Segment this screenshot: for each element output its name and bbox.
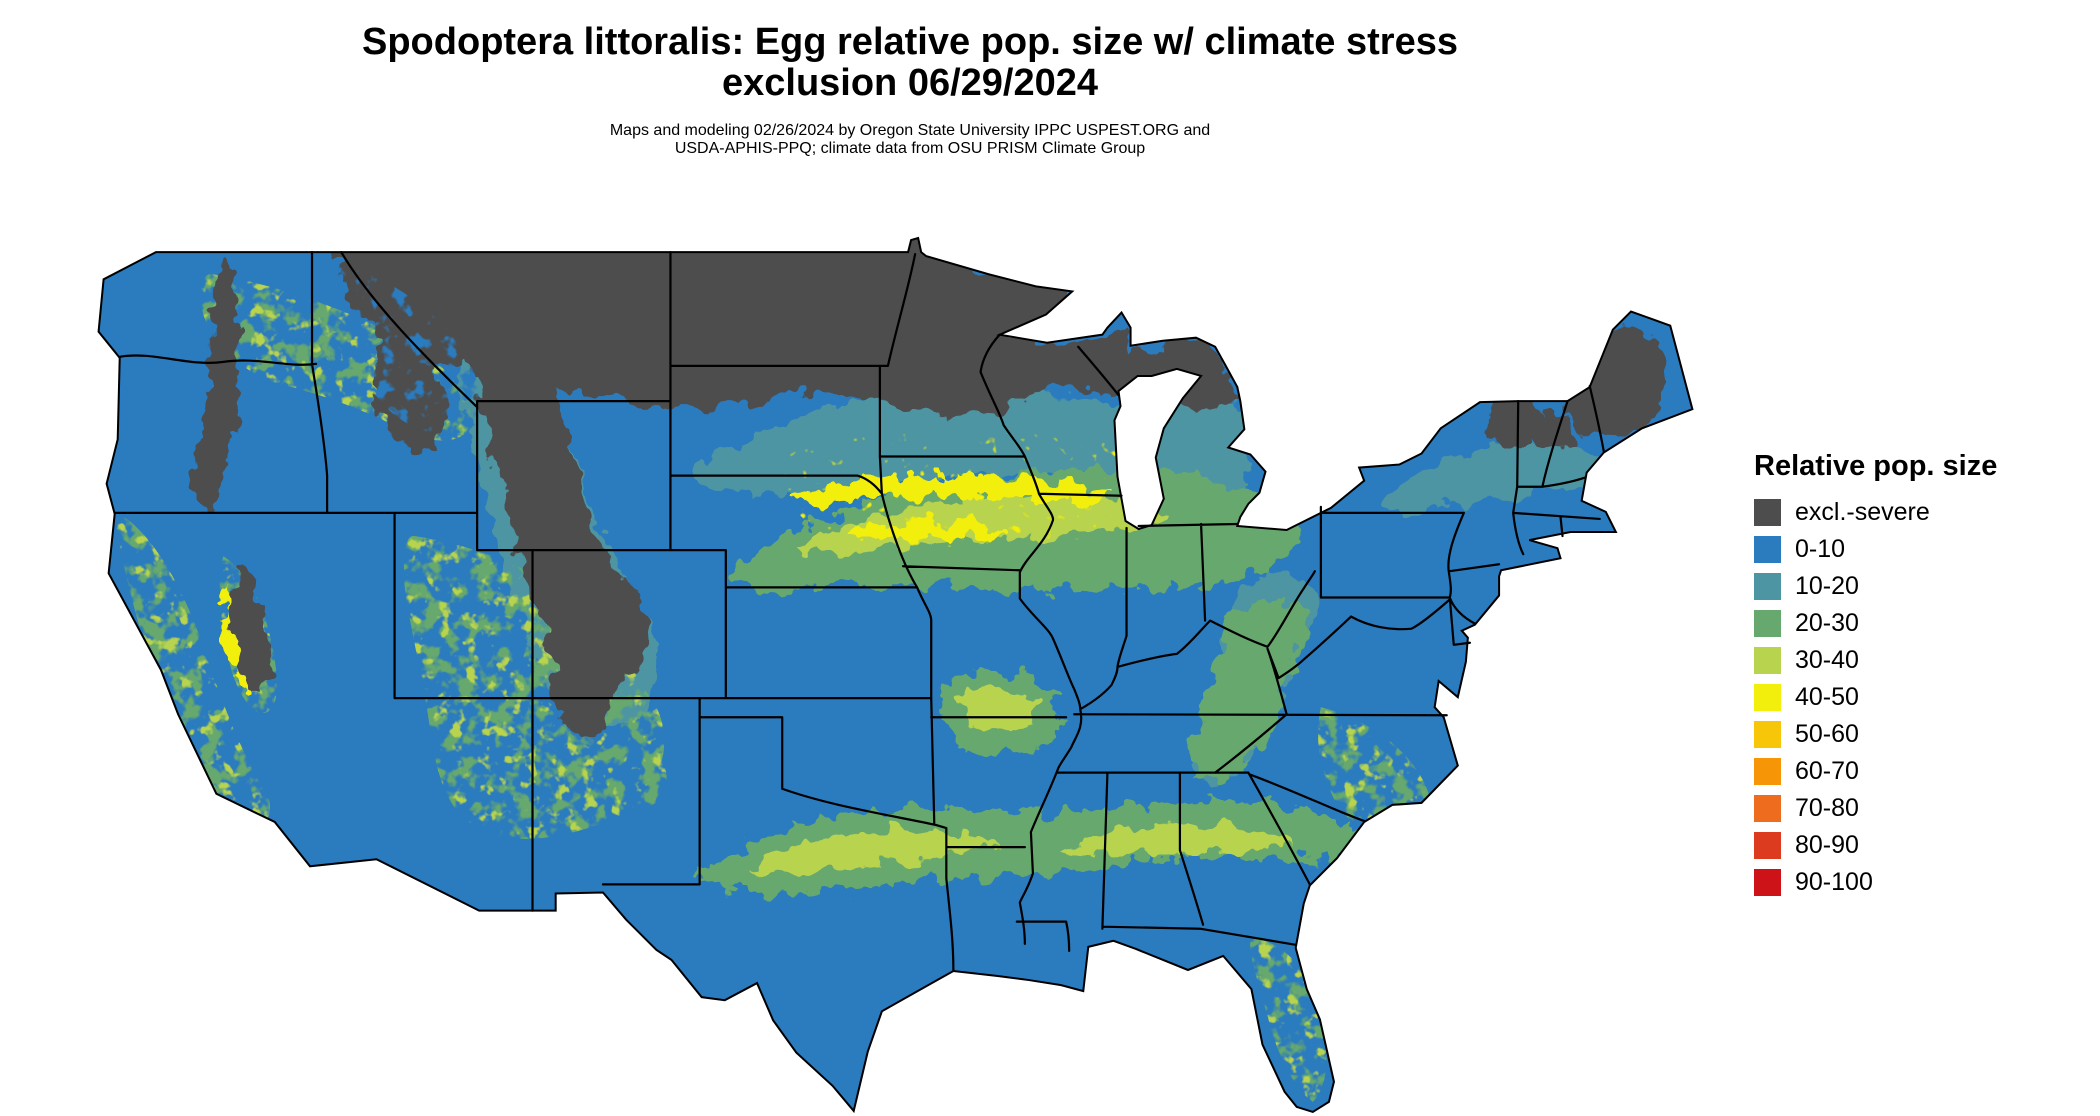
legend-swatch bbox=[1754, 573, 1781, 600]
legend-swatch bbox=[1754, 610, 1781, 637]
legend: Relative pop. size excl.-severe 0-10 10-20… bbox=[1754, 450, 1997, 906]
yellowgreen-regions bbox=[746, 493, 1291, 874]
blue-speckle-overlay bbox=[267, 264, 479, 698]
legend-item-80-90: 80-90 bbox=[1754, 832, 1997, 859]
legend-label: 60-70 bbox=[1795, 757, 1859, 785]
legend-item-30-40: 30-40 bbox=[1754, 647, 1997, 674]
header: Spodoptera littoralis: Egg relative pop.… bbox=[0, 22, 1820, 174]
lake-michigan bbox=[1113, 367, 1203, 531]
legend-item-10-20: 10-20 bbox=[1754, 573, 1997, 600]
legend-label: 50-60 bbox=[1795, 720, 1859, 748]
legend-swatch bbox=[1754, 647, 1781, 674]
legend-swatch bbox=[1754, 758, 1781, 785]
legend-label: 0-10 bbox=[1795, 535, 1846, 563]
raster-layers bbox=[98, 238, 1693, 1112]
legend-label: 80-90 bbox=[1795, 831, 1859, 859]
legend-label: 30-40 bbox=[1795, 646, 1859, 674]
state-borders bbox=[113, 251, 1605, 972]
excluded-regions bbox=[193, 244, 1668, 738]
legend-item-excl.-severe: excl.-severe bbox=[1754, 499, 1997, 526]
legend-swatch bbox=[1754, 684, 1781, 711]
legend-item-90-100: 90-100 bbox=[1754, 869, 1997, 896]
title-line-1: Spodoptera littoralis: Egg relative pop.… bbox=[362, 21, 1458, 63]
legend-title: Relative pop. size bbox=[1754, 450, 1998, 482]
legend-swatch bbox=[1754, 721, 1781, 748]
subtitle-line-1: Maps and modeling 02/26/2024 by Oregon S… bbox=[609, 122, 1211, 139]
legend-item-40-50: 40-50 bbox=[1754, 684, 1997, 711]
legend-item-70-80: 70-80 bbox=[1754, 795, 1997, 822]
legend-label: 90-100 bbox=[1795, 868, 1873, 896]
legend-label: 20-30 bbox=[1795, 609, 1859, 637]
subtitle-line-2: USDA-APHIS-PPQ; climate data from OSU PR… bbox=[674, 140, 1146, 157]
legend-swatch bbox=[1754, 499, 1781, 526]
legend-item-60-70: 60-70 bbox=[1754, 758, 1997, 785]
legend-swatch bbox=[1754, 536, 1781, 563]
legend-item-20-30: 20-30 bbox=[1754, 610, 1997, 637]
legend-label: 10-20 bbox=[1795, 572, 1859, 600]
us-map-svg bbox=[97, 237, 1694, 1113]
legend-swatch bbox=[1754, 832, 1781, 859]
legend-label: excl.-severe bbox=[1795, 498, 1930, 526]
legend-items: excl.-severe 0-10 10-20 20-30 30-40 40-50 50-6… bbox=[1754, 499, 1997, 896]
legend-item-50-60: 50-60 bbox=[1754, 721, 1997, 748]
title-line-2: exclusion 06/29/2024 bbox=[721, 62, 1099, 104]
legend-swatch bbox=[1754, 795, 1781, 822]
page-title: Spodoptera littoralis: Egg relative pop.… bbox=[0, 22, 1820, 104]
teal-regions bbox=[456, 353, 1608, 782]
legend-label: 70-80 bbox=[1795, 794, 1859, 822]
legend-label: 40-50 bbox=[1795, 683, 1859, 711]
legend-swatch bbox=[1754, 869, 1781, 896]
us-map bbox=[92, 234, 1704, 1116]
legend-item-0-10: 0-10 bbox=[1754, 536, 1997, 563]
